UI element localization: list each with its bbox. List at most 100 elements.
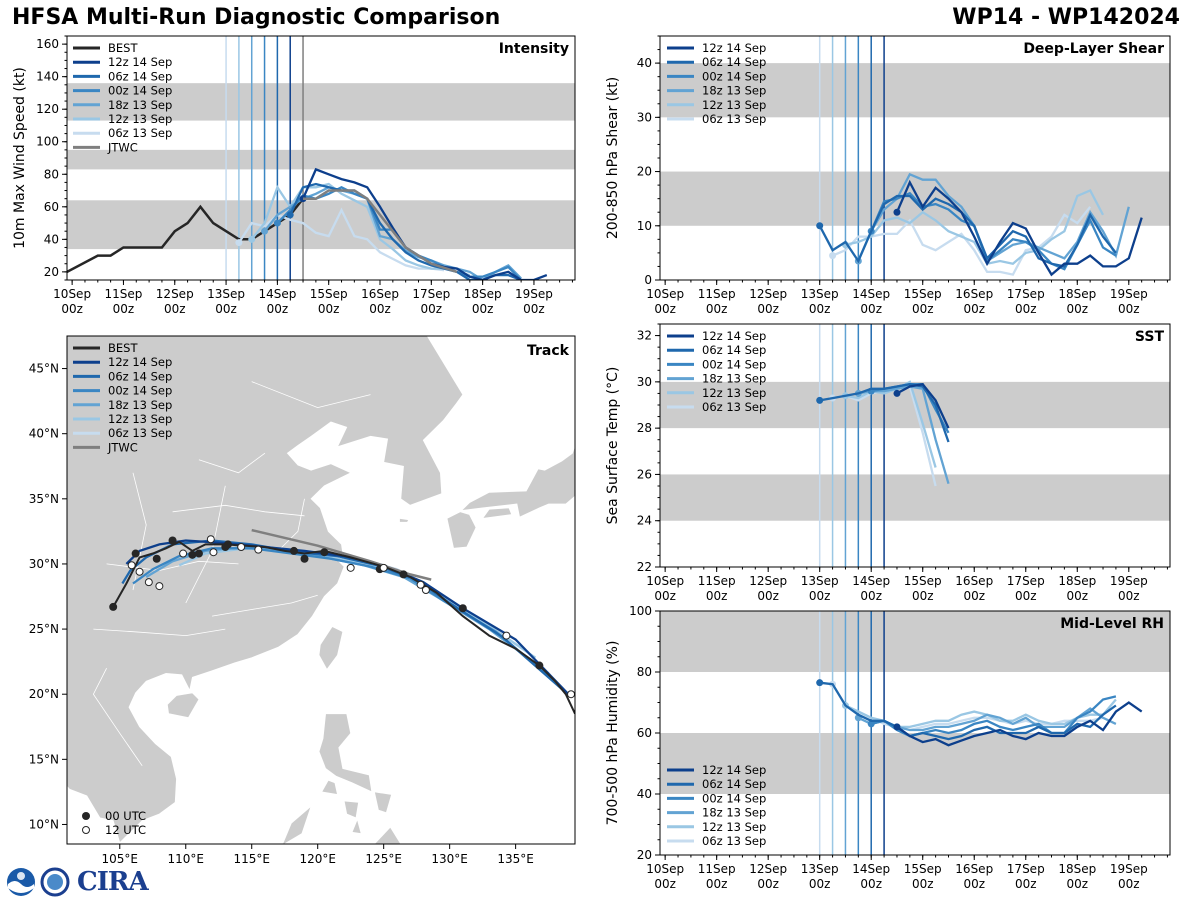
rh-series-start-point [816,679,824,687]
best-track-12utc-point [237,543,246,552]
honshu-island [460,444,575,518]
track-legend-label: 00z 14 Sep [108,384,172,398]
shear-plot-area [660,36,1170,280]
shear-series-start-point [816,222,824,230]
cira-logo-text: CIRA [77,867,149,897]
best-track-12utc-point [206,535,215,544]
rh-xtick-day: 18Sep [1058,862,1096,876]
shear-xtick-day: 11Sep [698,287,736,301]
province-border [92,668,143,767]
rh-panel-title: Mid-Level RH [1060,616,1164,632]
intensity-series-start-point [286,211,294,219]
intensity-xtick-day: 19Sep [515,287,553,301]
best-track-12utc-point [179,549,188,558]
shear-xtick-day: 14Sep [852,287,890,301]
shear-xtick-day: 12Sep [749,287,787,301]
province-border [198,452,266,474]
intensity-xtick-hour: 00z [523,302,545,316]
province-border [251,381,371,409]
sst-legend-label: 12z 14 Sep [702,329,766,343]
rh-ytick-label: 40 [637,787,652,801]
sst-ytick-label: 26 [637,467,652,481]
track-panel: 105°E 110°E 115°E 120°E 125°E 130°E 135°E 10°N 1… [29,335,576,866]
intensity-series-start-point [261,227,269,235]
shear-band [660,63,1170,118]
best-track-00utc-point [152,554,161,563]
rh-series-line [857,707,1117,732]
best-track-12utc-point [502,631,511,640]
intensity-ytick-label: 40 [44,232,59,246]
hainan-island [166,692,200,719]
sst-xtick-day: 13Sep [801,574,839,588]
rh-ytick-label: 60 [637,726,652,740]
sst-legend-label: 06z 14 Sep [702,343,766,357]
shear-xtick-hour: 00z [654,302,676,316]
intensity-legend-label: 06z 13 Sep [108,126,172,140]
rh-xtick-day: 14Sep [852,862,890,876]
intensity-ytick-label: 120 [36,102,59,116]
shear-xtick-day: 17Sep [1007,287,1045,301]
track-ytick-label: 40°N [29,427,59,441]
rh-series-start-point [893,723,901,731]
best-track-12utc-point [155,582,164,591]
rh-ylabel: 700-500 hPa Humidity (%) [605,641,621,826]
track-legend-label: 12z 13 Sep [108,412,172,426]
sst-series-start-point [893,389,901,397]
sst-xtick-hour: 00z [1118,589,1140,603]
sst-plot-area [660,324,1170,567]
intensity-panel-title: Intensity [499,41,569,57]
intensity-panel: 2040608010012014016010Sep00z11Sep00z12Se… [12,35,576,316]
sst-frame [659,323,1171,568]
rh-xtick-day: 15Sep [904,862,942,876]
best-track-12utc-point [209,548,218,557]
best-track-12utc-point [127,561,136,570]
intensity-series-start-point [235,239,243,247]
sst-xtick-day: 15Sep [904,574,942,588]
best-track-12utc-point [416,580,425,589]
rh-xtick-hour: 00z [860,877,882,891]
sst-xtick-hour: 00z [757,589,779,603]
intensity-xtick-hour: 00z [369,302,391,316]
best-track-12utc-point [567,690,575,699]
rh-ytick-label: 100 [629,604,652,618]
shear-ytick-label: 20 [637,165,652,179]
shear-legend-label: 06z 13 Sep [702,112,766,126]
sst-ytick-label: 30 [637,375,652,389]
track-legend-label: 06z 14 Sep [108,369,172,383]
best-track-00utc-point [131,549,140,558]
sst-legend-label: 12z 13 Sep [702,386,766,400]
storm-id: WP14 - WP142024 [952,5,1180,30]
rh-plot-area [660,611,1170,855]
legend-00utc-marker [82,812,90,820]
shear-xtick-hour: 00z [706,302,728,316]
intensity-xtick-hour: 00z [267,302,289,316]
figure-title: HFSA Multi-Run Diagnostic Comparison [12,5,501,30]
rh-legend-label: 12z 13 Sep [702,820,766,834]
jeju-island [399,517,410,523]
best-track-00utc-point [399,570,408,579]
province-border [277,498,305,552]
intensity-legend-label: 12z 14 Sep [108,55,172,69]
intensity-xtick-hour: 00z [318,302,340,316]
sst-xtick-day: 12Sep [749,574,787,588]
shear-panel-title: Deep-Layer Shear [1023,41,1164,57]
track-ytick-label: 15°N [29,752,59,766]
rh-legend-label: 06z 14 Sep [702,777,766,791]
rh-xtick-hour: 00z [1015,877,1037,891]
shear-legend-label: 12z 14 Sep [702,41,766,55]
province-border [172,504,305,517]
shear-xtick-day: 16Sep [955,287,993,301]
track-ytick-label: 30°N [29,557,59,571]
sst-panel-title: SST [1135,329,1165,345]
sst-xtick-day: 19Sep [1110,574,1148,588]
shear-ytick-label: 30 [637,110,652,124]
shikoku-island [481,507,513,519]
intensity-band [67,149,575,170]
province-border [93,628,226,637]
rh-xtick-day: 19Sep [1110,862,1148,876]
shear-legend-label: 06z 14 Sep [702,55,766,69]
intensity-series-line [289,182,522,280]
track-ytick-label: 20°N [29,687,59,701]
